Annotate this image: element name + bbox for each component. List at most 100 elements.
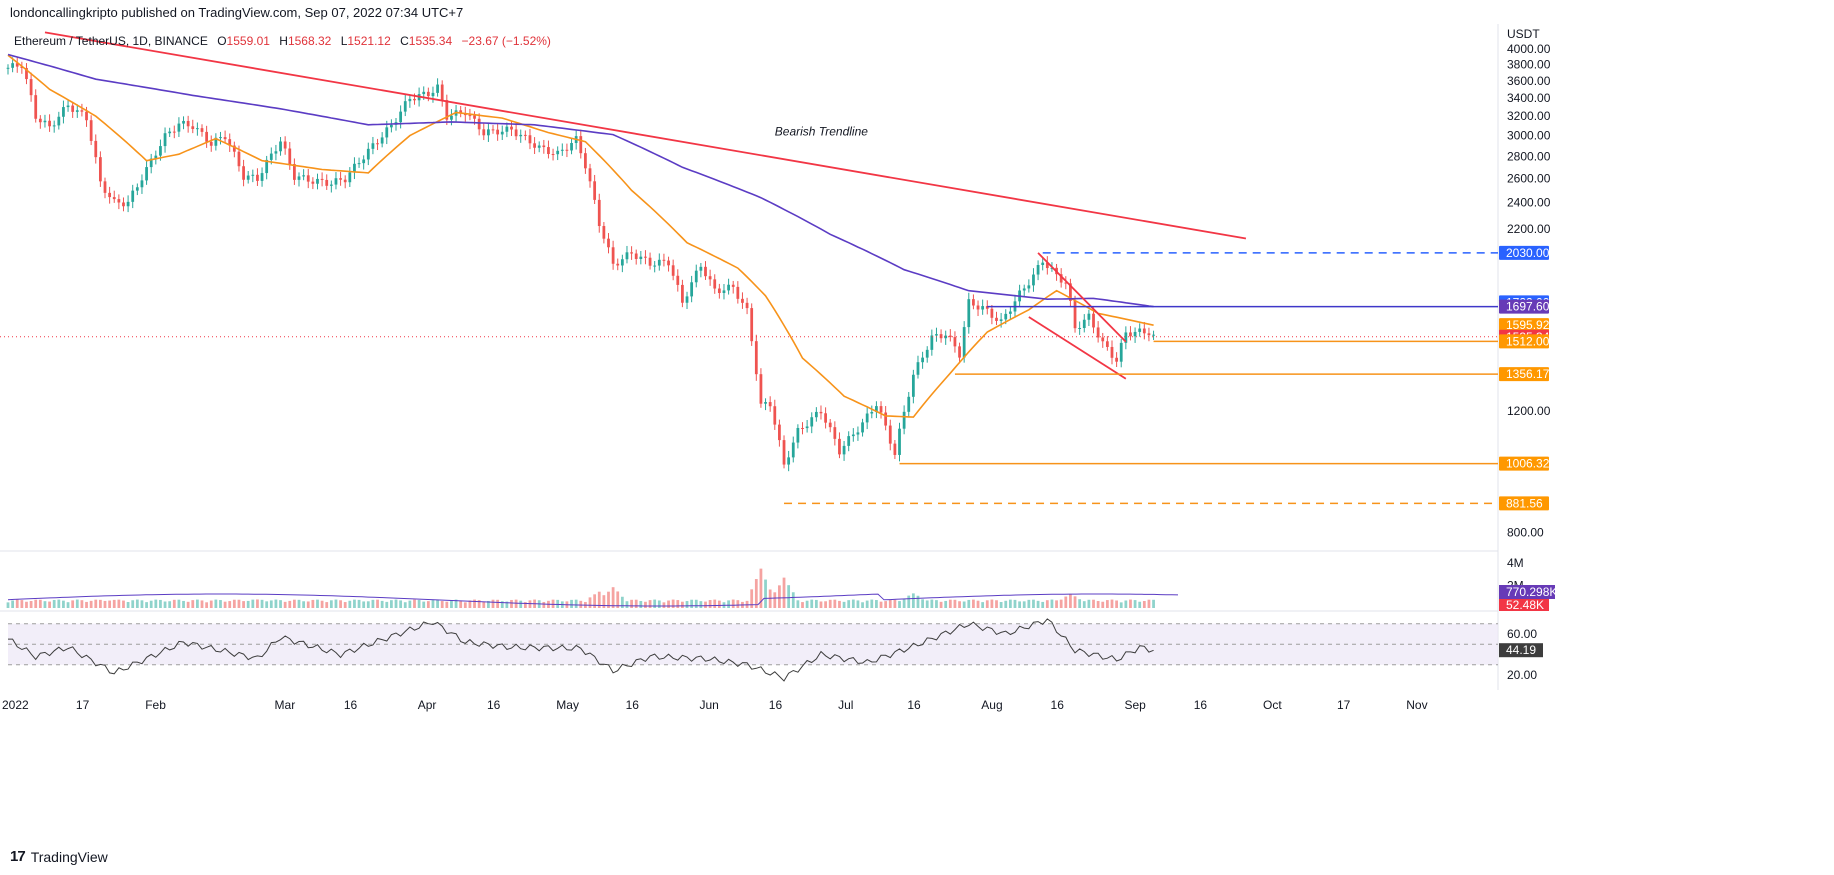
volume-bar (999, 602, 1003, 608)
volume-bar (611, 587, 615, 608)
volume-bar (911, 593, 915, 608)
candle (182, 116, 185, 130)
candle (288, 141, 292, 170)
candle (967, 292, 971, 334)
candle (814, 407, 818, 422)
candle (117, 194, 121, 210)
candle (745, 297, 749, 315)
volume-bar (48, 601, 51, 608)
rsi-tick-label: 60.00 (1507, 627, 1537, 641)
price-tick-label: 3000.00 (1507, 129, 1551, 143)
volume-bar (750, 589, 754, 608)
volume-bar (228, 601, 232, 608)
candle (260, 167, 264, 187)
volume-bar (177, 599, 181, 608)
volume-bar (754, 579, 758, 608)
publish-info-bar: londoncallingkripto published on Trading… (0, 0, 1834, 26)
volume-bar (436, 599, 439, 608)
volume-bar (325, 602, 329, 608)
volume-bar (967, 599, 971, 608)
volume-bar (814, 599, 818, 608)
candle (1032, 268, 1035, 292)
volume-bar (85, 601, 88, 608)
volume-bar (925, 600, 929, 608)
volume-bar (630, 599, 633, 608)
candle (145, 160, 148, 185)
time-tick-label: Oct (1263, 698, 1282, 712)
price-tick-label: 2800.00 (1507, 149, 1551, 163)
volume-bar (6, 602, 10, 608)
volume-bar (1032, 599, 1035, 608)
volume-bar (196, 599, 199, 608)
price-tick-label: 2600.00 (1507, 172, 1551, 186)
volume-bar (828, 599, 832, 608)
candle (560, 143, 564, 156)
price-tag: 2030.00 (1499, 245, 1550, 260)
candle (500, 125, 504, 141)
volume-bar (634, 599, 638, 608)
volume-bar (1055, 600, 1058, 608)
volume-bar (616, 591, 620, 608)
candle (440, 80, 444, 107)
volume-bar (491, 599, 495, 608)
volume-bar (861, 602, 864, 608)
candle (339, 171, 342, 186)
candle (694, 264, 698, 288)
price-tag: 1006.32 (1499, 456, 1550, 471)
volume-bar (510, 599, 513, 608)
candle (523, 130, 527, 141)
candle (653, 261, 657, 273)
price-tick-label: 1200.00 (1507, 404, 1551, 418)
candle (108, 186, 112, 204)
volume-bar (953, 599, 957, 608)
volume-bar (1022, 601, 1026, 608)
tradingview-brand[interactable]: 17 TradingView (10, 848, 108, 865)
volume-bar (376, 599, 379, 608)
candle (833, 421, 837, 446)
volume-bar (865, 600, 869, 608)
volume-last-tag: 52.48K (1499, 598, 1549, 612)
volume-bar (431, 599, 435, 608)
volume-bar (117, 599, 121, 608)
volume-bar (293, 599, 296, 608)
candle (242, 159, 245, 187)
price-tick-label: 2200.00 (1507, 222, 1551, 236)
volume-bar (320, 600, 324, 608)
volume-bar (690, 599, 694, 608)
candle (847, 431, 851, 452)
volume-bar (306, 601, 310, 608)
volume-bar (588, 597, 592, 608)
volume-bar (269, 600, 273, 608)
candle (981, 299, 985, 315)
close-label: C (400, 34, 409, 48)
candle (306, 168, 310, 189)
volume-bar (334, 599, 338, 608)
candle (103, 177, 107, 199)
candle (66, 99, 70, 112)
volume-bar (1092, 599, 1095, 608)
candle (1064, 276, 1068, 290)
volume-ma-label: 770.298K (1506, 585, 1557, 599)
candle (593, 174, 597, 205)
candle (274, 144, 278, 161)
candle (514, 122, 518, 141)
price-tag-label: 881.56 (1506, 496, 1543, 510)
candle (302, 169, 306, 181)
candle (343, 175, 347, 189)
candle (140, 174, 144, 194)
volume-bar (29, 601, 33, 608)
candle (681, 279, 684, 308)
volume-bar (477, 600, 481, 608)
volume-bar (935, 600, 938, 608)
volume-bar (782, 577, 786, 608)
candle (634, 249, 638, 265)
candle (995, 311, 998, 326)
volume-bar (930, 599, 934, 608)
volume-bar (787, 585, 791, 608)
time-tick-label: 16 (769, 698, 783, 712)
candle (496, 123, 500, 141)
volume-bar (311, 599, 315, 608)
symbol-title: Ethereum / TetherUS, 1D, BINANCE (14, 34, 208, 48)
